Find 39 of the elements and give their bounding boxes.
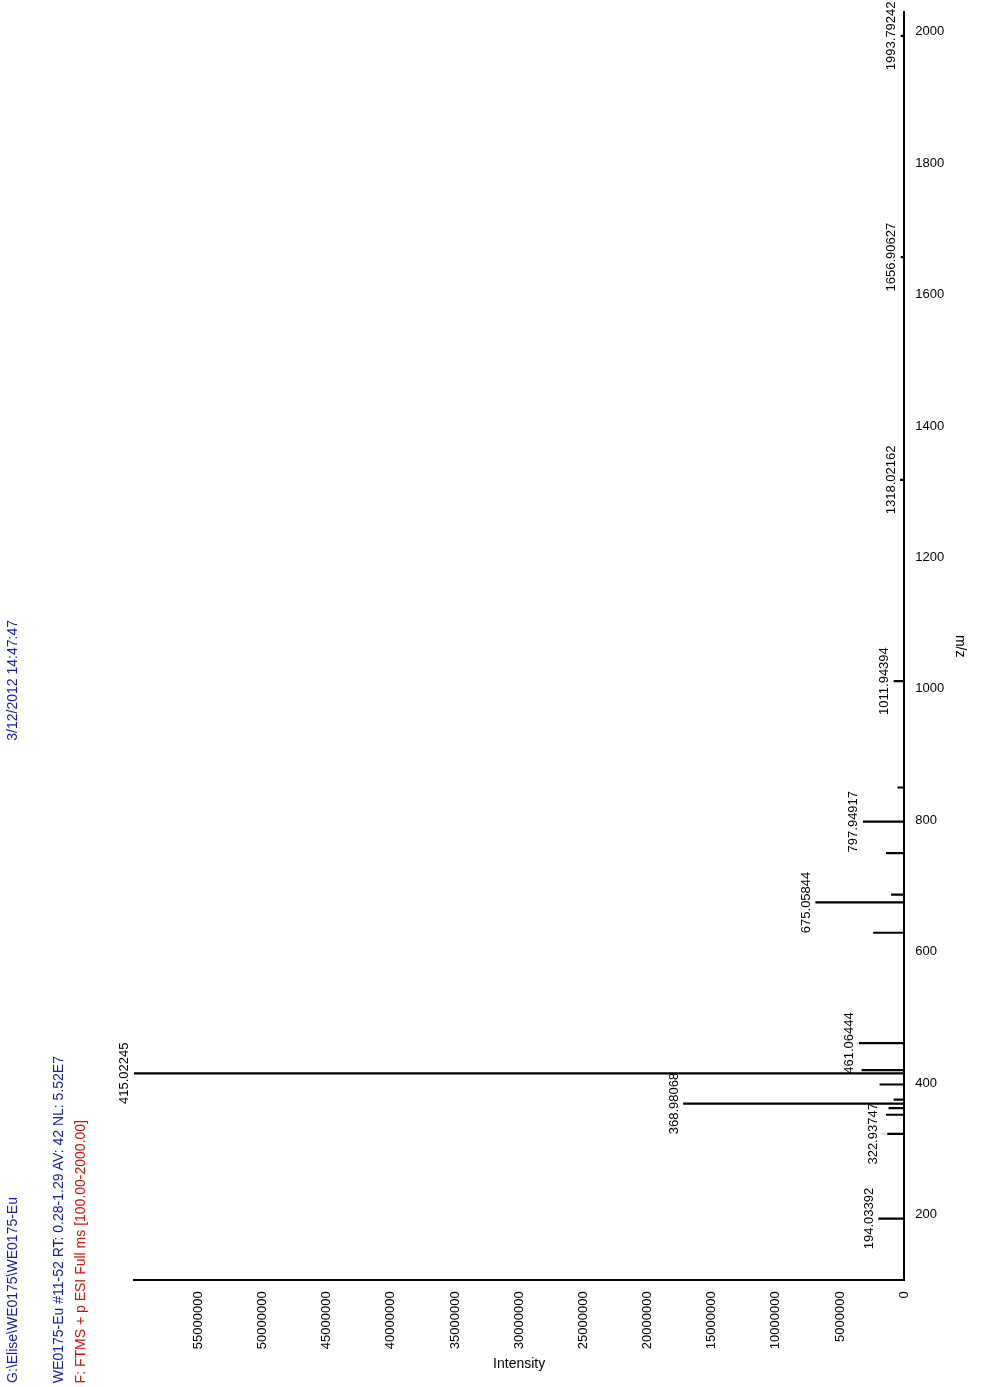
text: 3/12/2012 14:47:47 [4,620,20,741]
annotation: 368.98068 [665,1072,681,1135]
annotation: 461.06444 [840,1012,856,1074]
annotation: 415.02245 [116,1042,132,1105]
annotation: 194.03392 [860,1187,876,1250]
y-tick-label: 400 [915,1074,937,1090]
x-tick-label: 45000000 [318,1291,334,1350]
annotation: 797.94917 [845,790,861,853]
annotation: 322.93747 [865,1103,881,1165]
y-tick-label: 2000 [915,23,945,39]
x-tick-label: 25000000 [574,1291,590,1350]
y-tick-label: 1200 [915,549,945,565]
y-tick-label: 1400 [915,417,945,433]
x-tick-label: 40000000 [382,1291,398,1350]
x-axis-title: Intensity [493,1355,546,1372]
y-tick-label: 600 [915,943,937,959]
x-tick-label: 10000000 [767,1291,783,1350]
x-tick-label: 20000000 [639,1291,655,1350]
y-tick-label: 1600 [915,286,945,302]
text: F: FTMS + p ESI Full ms [100.00-2000.00] [72,1119,88,1383]
annotation: 1993.79242 [883,1,899,71]
x-tick-label: 50000000 [253,1291,269,1350]
y-tick-label: 800 [915,811,937,827]
x-tick-label: 30000000 [510,1291,526,1350]
annotation: 1011.94394 [876,647,892,715]
x-tick-label: 0 [895,1291,911,1299]
y-axis-title: m/z [952,634,969,658]
y-tick-label: 1800 [915,154,945,170]
text: G:\Elise\WE0175\WE0175-Eu [4,1197,20,1383]
x-tick-label: 5000000 [831,1291,847,1342]
annotation: 675.05844 [797,871,813,934]
text: WE0175-Eu #11-52 RT: 0.28-1.29 AV: 42 NL: 5.52E7 [50,1055,66,1383]
annotation: 1656.90627 [883,222,899,292]
x-tick-label: 55000000 [189,1291,205,1350]
x-tick-label: 15000000 [703,1291,719,1350]
y-tick-label: 200 [915,1206,937,1222]
x-tick-label: 35000000 [446,1291,462,1350]
y-tick-label: 1000 [915,680,945,696]
annotation: 1318.02162 [882,445,898,515]
